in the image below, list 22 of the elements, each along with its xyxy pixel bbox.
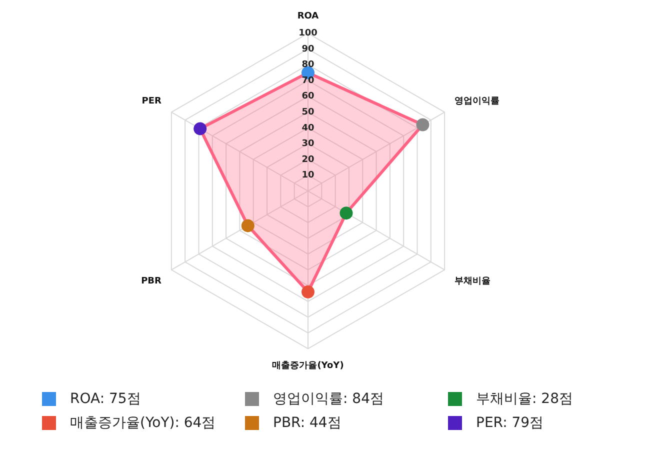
y-tick-label: 30: [302, 139, 314, 150]
text: PER: 79점: [476, 414, 544, 432]
text: PBR: 44점: [273, 414, 342, 432]
spoke-label: ROA: [297, 12, 319, 22]
y-tick-label: 80: [302, 60, 314, 70]
text: 부채비율: 28점: [476, 390, 573, 408]
y-tick-label: 90: [302, 44, 314, 54]
text: 매출증가율(YoY): 64점: [70, 414, 216, 432]
y-tick-label: 20: [302, 154, 314, 165]
spoke-label: PBR: [141, 276, 162, 286]
spoke-label: PER: [142, 96, 162, 106]
y-tick-label: 10: [302, 170, 314, 181]
text: 영업이익률: 84점: [273, 390, 384, 408]
y-tick-label: 60: [302, 92, 314, 102]
y-tick-label: 40: [302, 123, 314, 134]
spoke-label: 부채비율: [454, 276, 491, 286]
text: ROA: 75점: [70, 390, 141, 408]
y-tick-label: 50: [302, 107, 314, 118]
y-tick-label: 70: [302, 76, 314, 86]
spoke-label: 매출증가율(YoY): [272, 360, 344, 371]
y-tick-label: 100: [298, 28, 318, 39]
spoke-label: 영업이익률: [454, 96, 500, 106]
